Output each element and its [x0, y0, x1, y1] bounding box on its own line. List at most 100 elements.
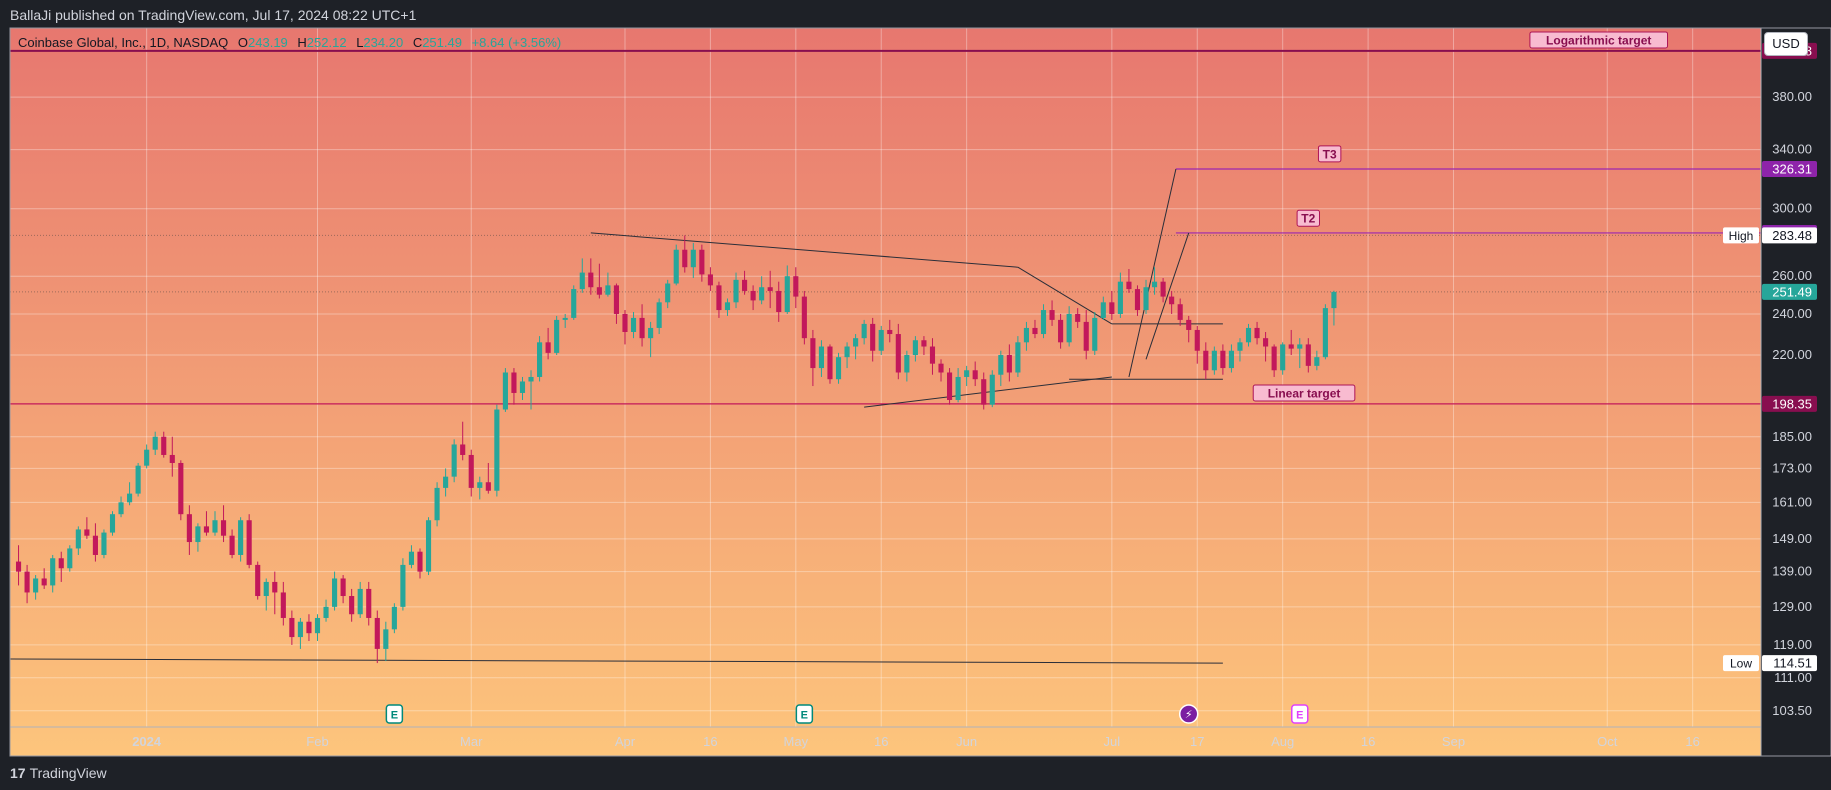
annotation-box: [1252, 384, 1356, 402]
candle-body: [562, 317, 568, 320]
candle-body: [519, 381, 526, 393]
candle-body: [955, 376, 961, 400]
price-tick-label: 103.50: [1772, 703, 1812, 718]
time-tick-label: Feb: [306, 734, 328, 749]
candle-body: [1151, 281, 1158, 288]
earnings-event-icon: [1291, 704, 1309, 724]
price-label-text: 251.49: [1772, 284, 1812, 299]
candle-body: [186, 514, 192, 543]
time-tick-label: 16: [874, 734, 888, 749]
candle-body: [1134, 289, 1141, 311]
candle-body: [861, 323, 867, 339]
time-axis[interactable]: 2024 Feb Mar Apr 16 May 16 Jun Jul 17 Aug 16 Sep Oct 1…: [132, 734, 1700, 749]
price-tick-label: 240.00: [1772, 306, 1812, 321]
price-tick-label: 111.00: [1774, 670, 1812, 685]
price-tag-text: Low: [1730, 657, 1752, 671]
change-value: +8.64 (+3.56%): [472, 35, 562, 50]
candle-body: [1117, 281, 1123, 314]
price-tick-label: 260.00: [1772, 268, 1812, 283]
candle-body: [750, 290, 756, 301]
candle-body: [665, 283, 671, 303]
trendline: [1017, 266, 1113, 325]
open-label: O: [238, 35, 248, 50]
candle-body: [537, 342, 543, 377]
candle-body: [887, 329, 893, 335]
candle-body: [588, 272, 594, 288]
candle-body: [630, 317, 637, 332]
candle-body: [477, 482, 483, 488]
annotations: Logarithmic target T3 T2 Linear target: [1252, 31, 1669, 402]
candle-body: [1023, 327, 1029, 343]
candle-body: [84, 529, 90, 536]
candle-body: [682, 249, 688, 268]
currency-button[interactable]: USD: [1764, 32, 1808, 56]
time-tick-label: Mar: [460, 734, 483, 749]
candle-body: [1280, 344, 1286, 371]
candle-body: [545, 342, 551, 353]
symbol-title: Coinbase Global, Inc., 1D, NASDAQ: [18, 35, 228, 50]
candle-body: [212, 520, 218, 533]
time-tick-label: 16: [1361, 734, 1375, 749]
candle-body: [340, 578, 346, 597]
candle-body: [759, 287, 765, 301]
candle-body: [1254, 327, 1260, 339]
price-label-text: 114.51: [1773, 656, 1812, 671]
candle-body: [58, 558, 64, 569]
candle-body: [460, 444, 466, 455]
price-label-text: 326.31: [1772, 162, 1812, 177]
bottom-bar: 17 TradingView: [0, 756, 1831, 790]
candle-body: [15, 561, 22, 572]
time-tick-label: Jul: [1104, 734, 1121, 749]
candle-body: [827, 346, 833, 380]
price-tick-label: 340.00: [1772, 142, 1812, 157]
candle-body: [357, 588, 363, 615]
top-bar: BallaJi published on TradingView.com, Ju…: [0, 0, 1831, 28]
candle-body: [707, 274, 713, 286]
time-tick-label: Apr: [615, 734, 636, 749]
time-tick-label: Jun: [956, 734, 977, 749]
brand-name: TradingView: [29, 765, 107, 781]
candle-body: [391, 606, 397, 630]
candle-body: [323, 606, 329, 618]
candle-body: [289, 617, 295, 638]
candle-body: [127, 493, 133, 503]
candle-body: [1314, 357, 1320, 366]
time-tick-label: Oct: [1597, 734, 1618, 749]
candle-body: [1237, 342, 1243, 351]
candle-body: [964, 370, 970, 377]
candle-body: [1297, 344, 1303, 349]
candle-body: [1032, 327, 1038, 335]
price-axis[interactable]: 380.00 340.00 300.00 260.00 240.00 220.00 185.…: [1772, 89, 1812, 718]
price-label-text: 283.48: [1772, 228, 1812, 243]
candle-body: [502, 372, 508, 410]
candle-body: [528, 376, 534, 382]
candle-body: [280, 592, 286, 618]
candle-body: [878, 329, 884, 351]
price-tag-text: High: [1729, 229, 1754, 243]
candle-body: [220, 520, 227, 536]
price-label-box: [1762, 655, 1817, 672]
candle-body: [1288, 344, 1294, 349]
candle-body: [981, 379, 987, 405]
candle-body: [767, 287, 773, 291]
time-tick-label: May: [784, 734, 809, 749]
candle-body: [443, 476, 449, 488]
low-label: L: [356, 35, 363, 50]
price-tick-label: 119.00: [1773, 637, 1812, 652]
time-tick-label: 17: [1190, 734, 1204, 749]
candle-body: [152, 436, 158, 450]
candle-body: [178, 462, 184, 515]
low-value: 234.20: [363, 35, 403, 50]
candle-body: [101, 532, 107, 555]
candle-body: [776, 290, 782, 313]
candle-body: [972, 370, 978, 380]
candle-body: [622, 313, 628, 332]
tradingview-logo[interactable]: 17 TradingView: [10, 765, 107, 781]
candle-body: [1194, 329, 1200, 351]
candle-body: [1066, 313, 1072, 343]
candle-body: [1322, 308, 1328, 358]
candle-body: [1058, 319, 1064, 343]
logo-mark-icon: 17: [10, 765, 26, 781]
candle-body: [844, 346, 850, 358]
